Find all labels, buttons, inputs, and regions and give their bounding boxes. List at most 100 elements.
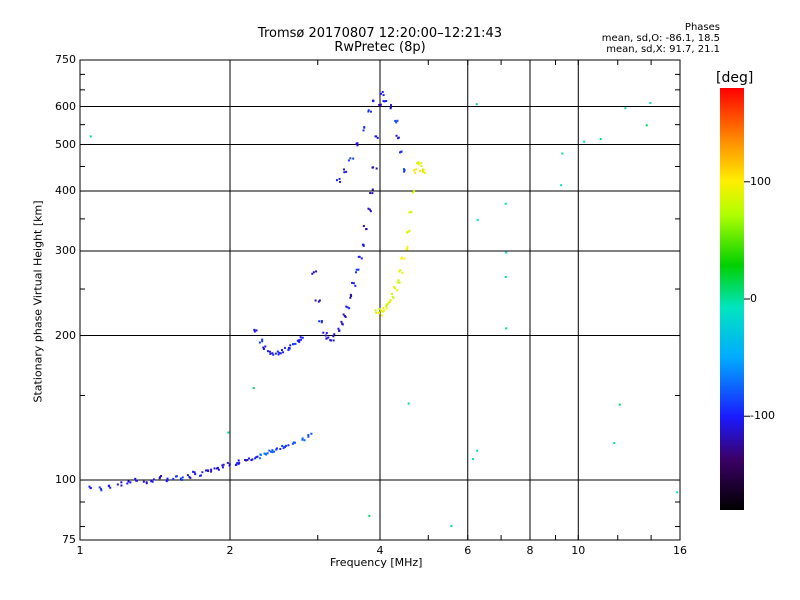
data-point	[403, 170, 406, 173]
data-point	[301, 438, 304, 441]
data-point	[385, 305, 388, 308]
data-point	[89, 487, 92, 490]
data-point	[505, 251, 508, 254]
data-point	[271, 352, 274, 355]
data-point	[676, 491, 679, 494]
data-point	[396, 119, 399, 122]
data-point	[475, 103, 478, 106]
data-point	[340, 320, 343, 323]
data-point	[303, 439, 306, 442]
data-point	[186, 474, 189, 477]
data-point	[403, 257, 406, 260]
data-point	[381, 90, 384, 93]
data-point	[301, 336, 304, 339]
x-axis-label: Frequency [MHz]	[330, 556, 423, 569]
data-point	[275, 448, 278, 451]
data-point	[335, 179, 338, 182]
data-point	[127, 480, 130, 483]
data-point	[287, 444, 290, 447]
data-point	[385, 100, 388, 103]
data-point	[116, 483, 119, 486]
data-point	[298, 339, 301, 342]
colorbar-ticks	[744, 181, 750, 417]
data-point	[188, 475, 191, 478]
data-point	[407, 402, 410, 405]
data-point	[338, 329, 341, 332]
data-point	[360, 257, 363, 260]
data-point	[175, 475, 178, 478]
data-point	[189, 476, 192, 479]
data-point	[307, 434, 310, 437]
data-point	[120, 484, 123, 487]
data-point	[380, 309, 383, 312]
data-point	[371, 166, 374, 169]
data-point	[363, 126, 366, 129]
x-tick-label: 16	[673, 544, 687, 557]
colorbar-tick-label: 100	[750, 174, 771, 188]
phases-o-mode: mean, sd,O: -86.1, 18.5	[601, 33, 720, 44]
data-point	[393, 286, 396, 289]
data-point	[273, 450, 276, 453]
data-point	[385, 303, 388, 306]
data-point	[120, 481, 123, 484]
data-point	[390, 292, 393, 295]
y-tick-label: 600	[55, 99, 76, 113]
data-point	[278, 351, 281, 354]
data-point	[159, 476, 162, 479]
data-point	[253, 328, 256, 331]
x-tick-label: 2	[226, 544, 234, 557]
data-point	[350, 295, 353, 298]
data-point	[279, 448, 282, 451]
data-point	[471, 458, 474, 461]
data-point	[599, 137, 602, 140]
data-point	[367, 109, 370, 112]
data-point	[277, 353, 280, 356]
data-point	[265, 453, 268, 456]
data-point	[504, 275, 507, 278]
data-point	[318, 299, 321, 302]
data-point	[375, 167, 378, 170]
data-point	[89, 135, 92, 138]
data-point	[504, 202, 507, 205]
data-point	[276, 350, 279, 353]
data-point	[357, 268, 360, 271]
data-point	[270, 450, 273, 453]
y-tick-label: 400	[55, 184, 76, 198]
data-point	[374, 135, 377, 138]
data-point	[410, 211, 413, 214]
data-point	[289, 344, 292, 347]
data-point	[201, 471, 204, 474]
data-point	[199, 474, 202, 477]
x-tick-label: 10	[571, 544, 586, 557]
data-point	[228, 463, 231, 466]
data-point	[315, 270, 318, 273]
data-point	[420, 165, 423, 168]
data-point	[390, 104, 393, 107]
data-point	[352, 157, 355, 160]
data-point	[356, 144, 359, 147]
data-point	[349, 296, 352, 299]
data-point	[624, 107, 627, 110]
data-point	[279, 352, 282, 355]
data-point	[282, 447, 285, 450]
data-point	[355, 271, 358, 274]
colorbar-tick-label: -100	[750, 409, 775, 423]
data-point	[253, 330, 256, 333]
data-point	[237, 459, 240, 462]
data-point	[424, 171, 427, 174]
data-point	[329, 339, 332, 342]
data-point	[150, 480, 153, 483]
data-point	[379, 104, 382, 107]
data-point	[377, 311, 380, 314]
data-point	[217, 468, 220, 471]
data-point	[100, 489, 103, 492]
data-point	[382, 94, 385, 97]
data-point	[221, 464, 224, 467]
data-point	[349, 293, 352, 296]
colorbar-unit-label: [deg]	[716, 70, 754, 86]
data-point	[343, 171, 346, 174]
data-point	[282, 351, 285, 354]
data-point	[561, 152, 564, 155]
data-point	[269, 352, 272, 355]
data-point	[365, 228, 368, 231]
